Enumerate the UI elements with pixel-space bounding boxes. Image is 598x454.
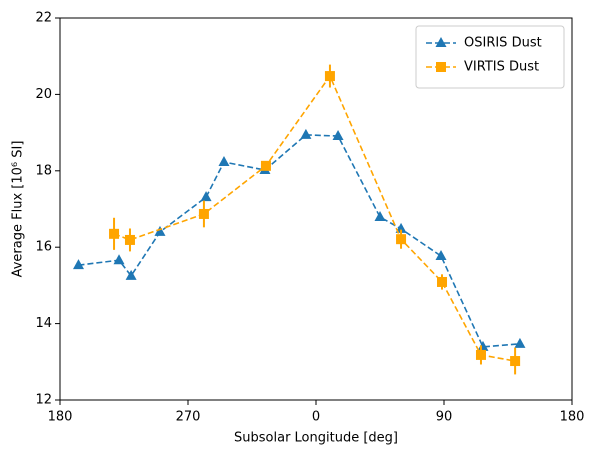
y-tick-label: 16 bbox=[35, 240, 52, 255]
data-point bbox=[198, 208, 209, 219]
data-point bbox=[324, 71, 335, 82]
x-tick-label: 0 bbox=[312, 410, 320, 425]
x-tick-label: 270 bbox=[176, 410, 201, 425]
y-tick-label: 18 bbox=[35, 163, 52, 178]
plot-frame bbox=[59, 17, 573, 401]
series-line bbox=[113, 74, 516, 362]
data-point bbox=[395, 222, 407, 233]
x-tick-label: 90 bbox=[436, 410, 453, 425]
data-point bbox=[510, 356, 521, 367]
x-tick-label: 180 bbox=[560, 410, 585, 425]
data-point bbox=[109, 228, 120, 239]
legend-marker bbox=[435, 37, 447, 47]
legend-label: VIRTIS Dust bbox=[464, 60, 539, 75]
data-point bbox=[475, 349, 486, 360]
data-point bbox=[124, 234, 135, 245]
y-tick-label: 12 bbox=[35, 393, 52, 408]
data-point bbox=[435, 249, 447, 260]
data-point bbox=[332, 130, 344, 141]
data-point bbox=[72, 259, 84, 270]
legend-marker bbox=[436, 62, 446, 72]
y-tick-label: 20 bbox=[35, 87, 52, 102]
series-line bbox=[78, 134, 521, 348]
data-point bbox=[113, 254, 125, 265]
data-point bbox=[260, 160, 271, 171]
data-point bbox=[200, 191, 212, 202]
y-tick-label: 14 bbox=[35, 316, 52, 331]
data-point bbox=[374, 211, 386, 222]
data-point bbox=[300, 128, 312, 139]
x-tick-label: 180 bbox=[48, 410, 73, 425]
data-point bbox=[154, 225, 166, 236]
data-point bbox=[514, 337, 526, 348]
data-point bbox=[396, 234, 407, 245]
data-point bbox=[125, 269, 137, 280]
y-axis-label: Average Flux [10⁶ SI] bbox=[11, 141, 26, 278]
legend-label: OSIRIS Dust bbox=[464, 36, 542, 51]
x-axis-label: Subsolar Longitude [deg] bbox=[234, 431, 398, 446]
data-point bbox=[437, 276, 448, 287]
y-tick-label: 22 bbox=[35, 11, 52, 26]
legend-box bbox=[415, 25, 565, 89]
data-point bbox=[218, 156, 230, 167]
